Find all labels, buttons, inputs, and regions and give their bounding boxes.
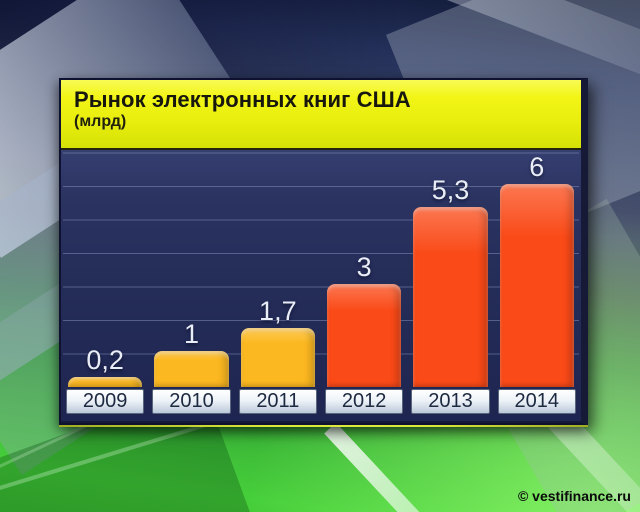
x-axis: 2009 2010 2011 2012 2013 2014 [66, 389, 576, 414]
bar-value-label: 0,2 [86, 345, 124, 376]
bar-2014 [499, 184, 574, 387]
bar-value-label: 1 [183, 319, 199, 350]
bar-value-label: 5,3 [431, 175, 470, 206]
bar-column-2013: 5,3 [411, 177, 489, 387]
x-axis-label-2009: 2009 [66, 389, 145, 414]
bar-column-2009: 0,2 [66, 347, 144, 387]
x-axis-label-2014: 2014 [497, 389, 576, 414]
bar-2011 [240, 328, 316, 387]
watermark: © vestifinance.ru [517, 488, 631, 504]
bar-column-2012: 3 [325, 254, 403, 387]
bar-value-label: 6 [529, 152, 545, 183]
bar-2013 [413, 207, 488, 387]
x-axis-label-2010: 2010 [152, 389, 231, 414]
bar-column-2010: 1 [152, 321, 230, 387]
chart-title-banner: Рынок электронных книг США (млрд) [61, 80, 581, 150]
bar-2012 [326, 284, 402, 387]
x-axis-label-2011: 2011 [238, 389, 317, 414]
bar-value-label: 3 [356, 252, 372, 283]
bar-column-2011: 1,7 [239, 298, 317, 387]
bars-area: 0,2 1 1,7 3 5,3 6 [66, 152, 576, 387]
bar-chart: 0,2 1 1,7 3 5,3 6 2009 2010 2011 2012 2013 2014 [61, 150, 581, 421]
chart-gridlines [63, 151, 579, 387]
x-axis-label-2012: 2012 [324, 389, 404, 414]
bar-column-2014: 6 [498, 154, 576, 387]
chart-panel: Рынок электронных книг США (млрд) 0,2 1 1,… [59, 78, 588, 427]
x-axis-label-2013: 2013 [411, 389, 490, 414]
background-light-beam [324, 422, 541, 512]
bar-2010 [154, 351, 229, 387]
chart-subtitle: (млрд) [74, 113, 127, 131]
chart-title: Рынок электронных книг США [74, 87, 411, 112]
bar-2009 [67, 377, 143, 387]
bar-value-label: 1,7 [259, 296, 297, 327]
